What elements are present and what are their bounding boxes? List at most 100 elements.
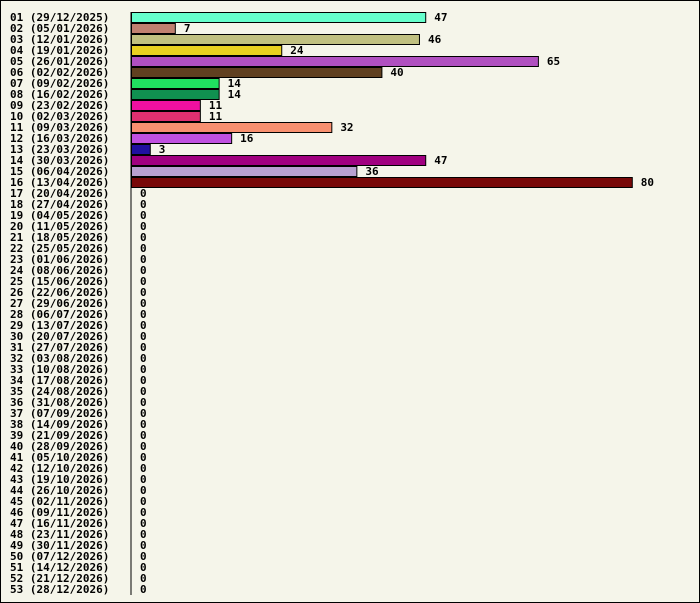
category-label: 17 (20/04/2026) — [10, 187, 109, 200]
category-label: 01 (29/12/2025) — [10, 11, 109, 24]
value-label: 0 — [140, 330, 147, 343]
value-label: 0 — [140, 374, 147, 387]
category-label: 28 (06/07/2026) — [10, 308, 109, 321]
category-label: 32 (03/08/2026) — [10, 352, 109, 365]
bar — [131, 144, 151, 155]
value-label: 0 — [140, 440, 147, 453]
value-label: 0 — [140, 473, 147, 486]
category-label: 37 (07/09/2026) — [10, 407, 109, 420]
value-label: 11 — [209, 99, 223, 112]
category-label: 14 (30/03/2026) — [10, 154, 109, 167]
value-label: 3 — [159, 143, 166, 156]
category-label: 26 (22/06/2026) — [10, 286, 109, 299]
value-label: 14 — [228, 88, 242, 101]
value-label: 0 — [140, 528, 147, 541]
bar — [131, 67, 383, 78]
value-label: 0 — [140, 242, 147, 255]
category-label: 42 (12/10/2026) — [10, 462, 109, 475]
category-label: 07 (09/02/2026) — [10, 77, 109, 90]
category-label: 49 (30/11/2026) — [10, 539, 109, 552]
bar — [131, 78, 220, 89]
value-label: 0 — [140, 561, 147, 574]
value-label: 40 — [390, 66, 403, 79]
value-label: 0 — [140, 539, 147, 552]
category-label: 02 (05/01/2026) — [10, 22, 109, 35]
value-label: 47 — [434, 154, 447, 167]
category-label: 38 (14/09/2026) — [10, 418, 109, 431]
value-label: 0 — [140, 506, 147, 519]
category-label: 05 (26/01/2026) — [10, 55, 109, 68]
value-label: 11 — [209, 110, 223, 123]
bar — [131, 155, 427, 166]
bar — [131, 12, 427, 23]
category-label: 53 (28/12/2026) — [10, 583, 109, 596]
category-label: 31 (27/07/2026) — [10, 341, 109, 354]
category-label: 13 (23/03/2026) — [10, 143, 109, 156]
value-label: 0 — [140, 396, 147, 409]
category-label: 18 (27/04/2026) — [10, 198, 109, 211]
value-label: 32 — [340, 121, 353, 134]
category-label: 33 (10/08/2026) — [10, 363, 109, 376]
value-label: 16 — [240, 132, 254, 145]
category-label: 44 (26/10/2026) — [10, 484, 109, 497]
value-label: 0 — [140, 583, 147, 596]
category-label: 20 (11/05/2026) — [10, 220, 109, 233]
value-label: 0 — [140, 275, 147, 288]
category-label: 21 (18/05/2026) — [10, 231, 109, 244]
value-label: 47 — [434, 11, 447, 24]
category-label: 39 (21/09/2026) — [10, 429, 109, 442]
value-label: 65 — [547, 55, 560, 68]
bar — [131, 45, 283, 56]
value-label: 0 — [140, 451, 147, 464]
category-label: 48 (23/11/2026) — [10, 528, 109, 541]
bar — [131, 89, 220, 100]
value-label: 24 — [290, 44, 304, 57]
value-label: 0 — [140, 297, 147, 310]
bar — [131, 166, 358, 177]
bar — [131, 100, 201, 111]
category-label: 23 (01/06/2026) — [10, 253, 109, 266]
bar — [131, 56, 539, 67]
value-labels-group: 4774624654014141111321634736800000000000… — [140, 11, 654, 596]
value-label: 0 — [140, 198, 147, 211]
value-label: 0 — [140, 363, 147, 376]
category-label: 19 (04/05/2026) — [10, 209, 109, 222]
category-label: 22 (25/05/2026) — [10, 242, 109, 255]
value-label: 0 — [140, 231, 147, 244]
category-label: 45 (02/11/2026) — [10, 495, 109, 508]
category-label: 51 (14/12/2026) — [10, 561, 109, 574]
value-label: 0 — [140, 418, 147, 431]
value-label: 14 — [228, 77, 242, 90]
category-label: 50 (07/12/2026) — [10, 550, 109, 563]
category-label: 29 (13/07/2026) — [10, 319, 109, 332]
value-label: 0 — [140, 187, 147, 200]
bar — [131, 23, 176, 34]
category-label: 27 (29/06/2026) — [10, 297, 109, 310]
category-label: 52 (21/12/2026) — [10, 572, 109, 585]
category-label: 11 (09/03/2026) — [10, 121, 109, 134]
value-label: 0 — [140, 462, 147, 475]
bar — [131, 122, 333, 133]
category-label: 15 (06/04/2026) — [10, 165, 109, 178]
value-label: 0 — [140, 352, 147, 365]
category-label: 25 (15/06/2026) — [10, 275, 109, 288]
category-label: 43 (19/10/2026) — [10, 473, 109, 486]
category-label: 16 (13/04/2026) — [10, 176, 109, 189]
bars-group — [131, 12, 633, 188]
value-label: 0 — [140, 429, 147, 442]
category-label: 40 (28/09/2026) — [10, 440, 109, 453]
bar — [131, 34, 420, 45]
category-label: 41 (05/10/2026) — [10, 451, 109, 464]
category-label: 03 (12/01/2026) — [10, 33, 109, 46]
category-label: 30 (20/07/2026) — [10, 330, 109, 343]
value-label: 0 — [140, 253, 147, 266]
value-label: 0 — [140, 264, 147, 277]
category-labels-group: 01 (29/12/2025)02 (05/01/2026)03 (12/01/… — [10, 11, 109, 596]
category-label: 08 (16/02/2026) — [10, 88, 109, 101]
category-label: 04 (19/01/2026) — [10, 44, 109, 57]
value-label: 0 — [140, 308, 147, 321]
bar — [131, 133, 233, 144]
value-label: 0 — [140, 385, 147, 398]
bar — [131, 177, 633, 188]
